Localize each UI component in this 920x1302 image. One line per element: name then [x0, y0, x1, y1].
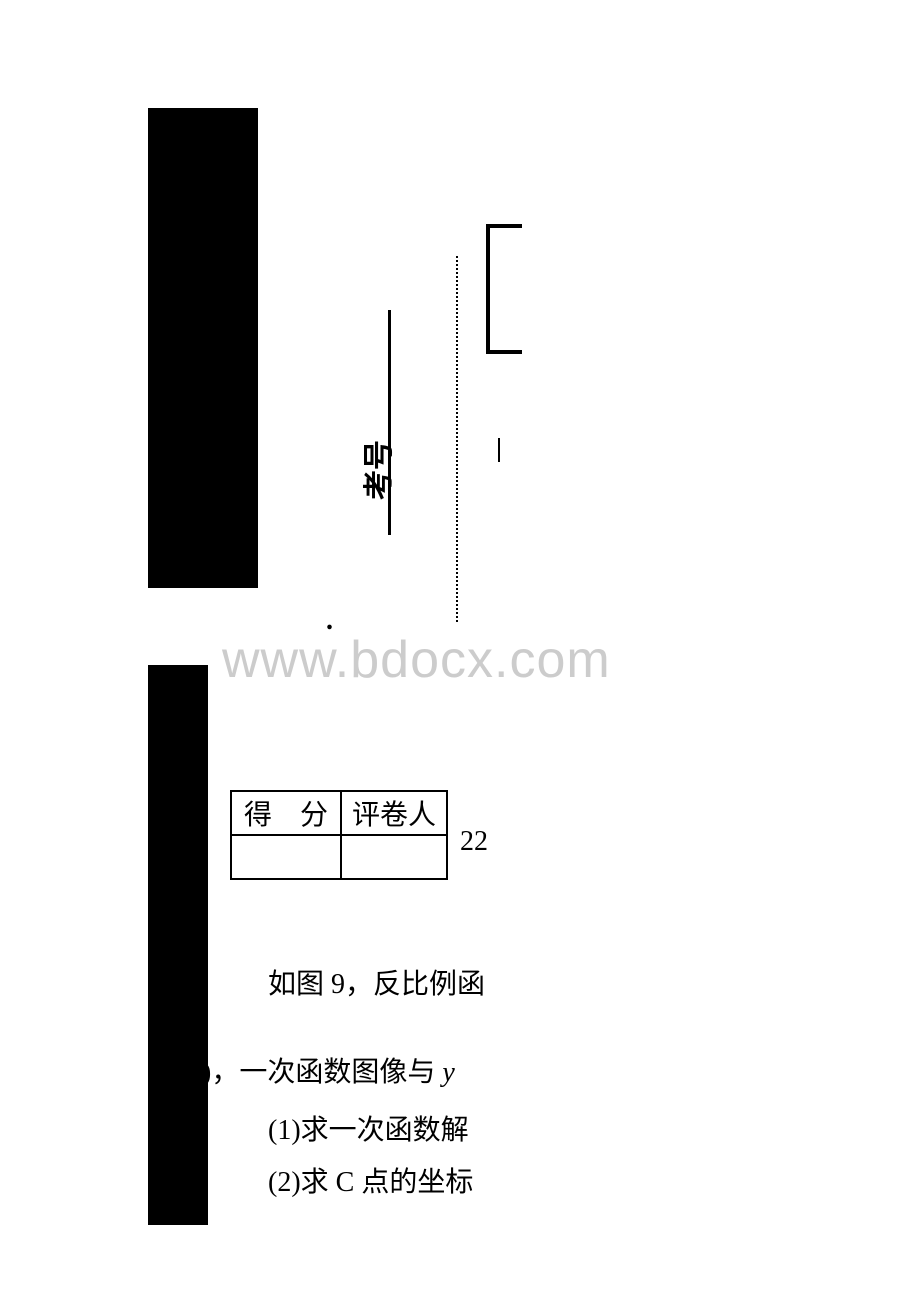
reviewer-header: 评卷人	[341, 791, 447, 835]
table-row	[231, 835, 447, 879]
score-table: 得 分 评卷人	[230, 790, 448, 880]
score-cell	[231, 835, 341, 879]
bracket-shape	[486, 224, 522, 354]
variable-y: y	[442, 1057, 454, 1088]
score-header: 得 分	[231, 791, 341, 835]
variable-n: n	[188, 1057, 202, 1088]
watermark-text: www.bdocx.com	[222, 630, 611, 690]
left-black-margin-top	[148, 108, 258, 588]
body-text-line-3: (1)求一次函数解	[268, 1108, 469, 1148]
body-text-line-1: 如图 9，反比例函	[268, 962, 485, 1002]
exam-number-label: 考号	[354, 440, 398, 500]
table-header-row: 得 分 评卷人	[231, 791, 447, 835]
fold-dotted-line	[456, 256, 458, 622]
reviewer-cell	[341, 835, 447, 879]
text-fragment: )，一次函数图像与	[202, 1057, 442, 1088]
question-number: 22	[460, 826, 488, 858]
left-black-margin-bottom	[148, 665, 208, 1225]
vertical-rule-line	[388, 310, 391, 535]
body-text-line-2: n)，一次函数图像与 y	[188, 1050, 455, 1090]
body-text-line-4: (2)求 C 点的坐标	[268, 1160, 473, 1200]
tick-mark	[498, 438, 500, 462]
